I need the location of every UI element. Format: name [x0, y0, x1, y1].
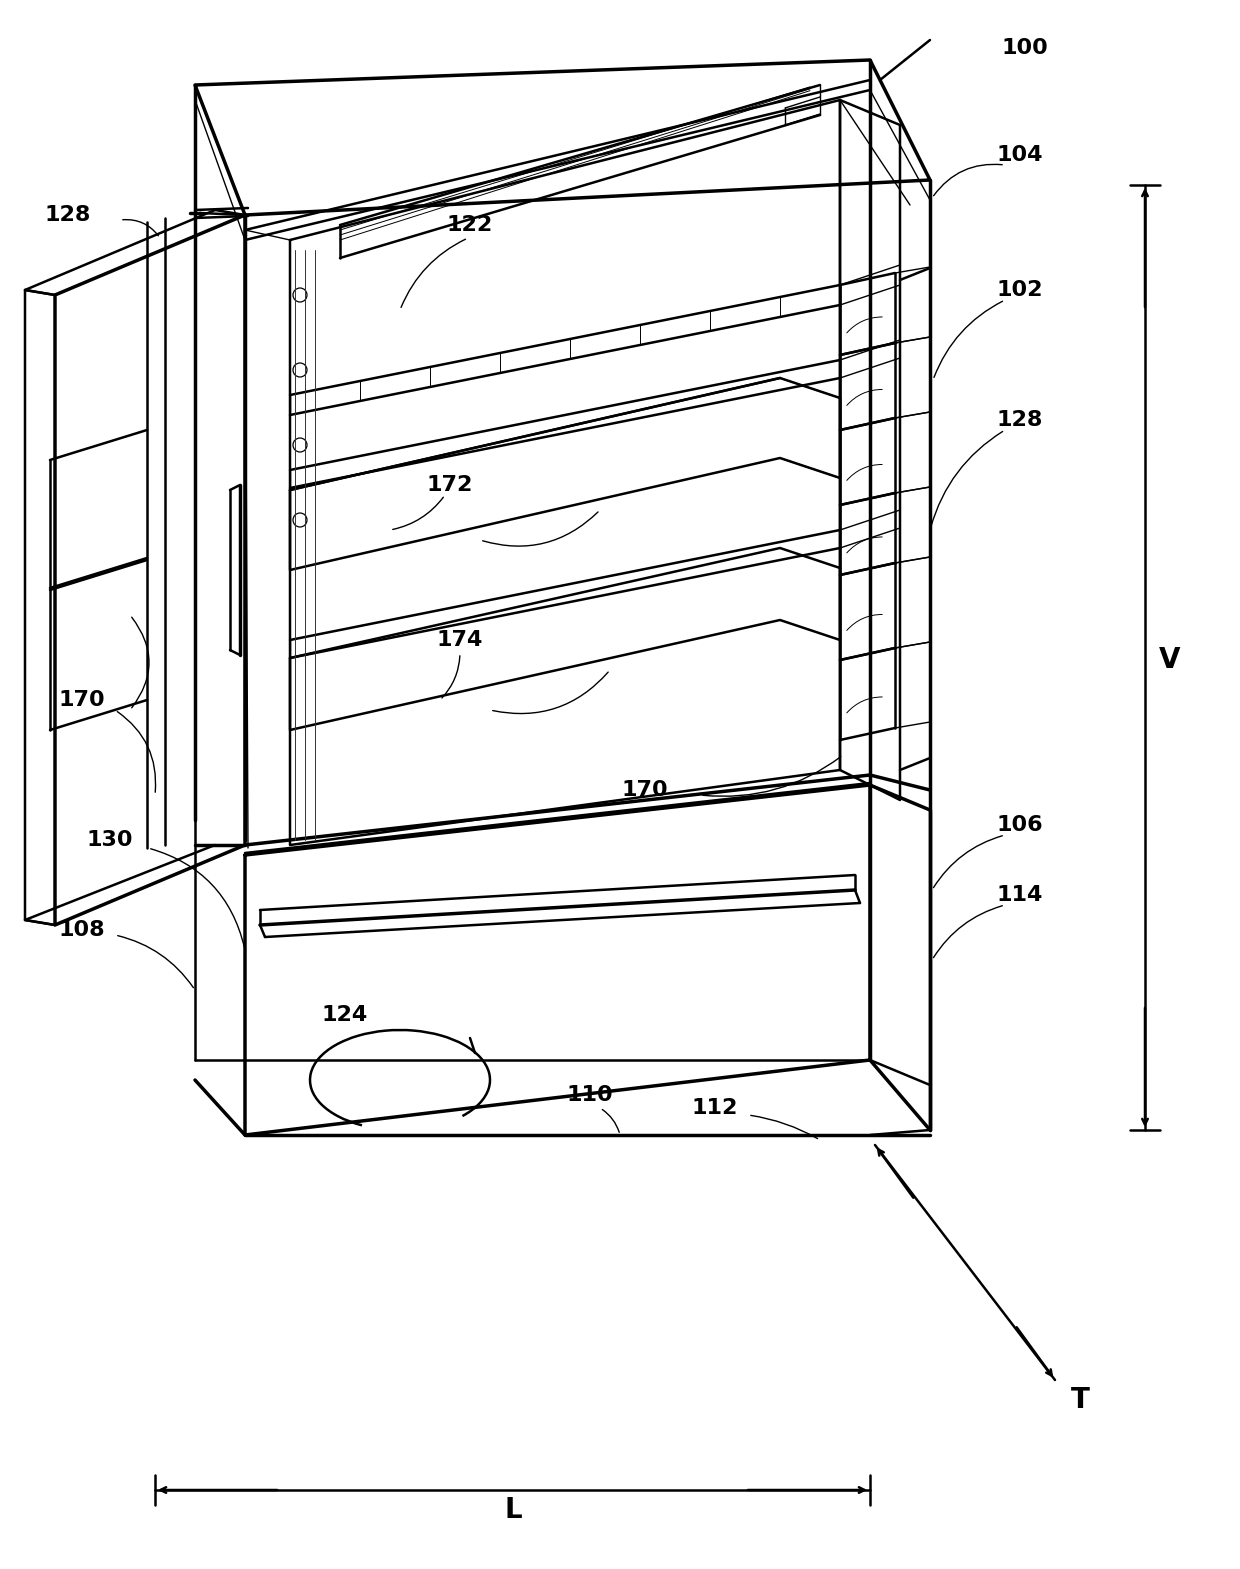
Text: 104: 104 — [997, 144, 1043, 165]
Text: 170: 170 — [58, 690, 105, 711]
Text: V: V — [1159, 646, 1180, 675]
Text: 128: 128 — [45, 206, 92, 224]
Text: 174: 174 — [436, 631, 484, 650]
Text: 128: 128 — [997, 410, 1043, 430]
Text: L: L — [505, 1495, 522, 1523]
Text: T: T — [1070, 1385, 1090, 1414]
Text: 122: 122 — [446, 215, 494, 235]
Text: 112: 112 — [692, 1098, 738, 1119]
Text: 106: 106 — [997, 814, 1043, 835]
Text: 110: 110 — [567, 1086, 614, 1105]
Text: 100: 100 — [1002, 38, 1048, 58]
Text: 114: 114 — [997, 885, 1043, 905]
Text: 130: 130 — [87, 830, 133, 850]
Text: 124: 124 — [322, 1006, 368, 1025]
Text: 170: 170 — [621, 780, 668, 800]
Text: 108: 108 — [58, 919, 105, 940]
Text: 172: 172 — [427, 475, 474, 494]
Text: 102: 102 — [997, 279, 1043, 300]
